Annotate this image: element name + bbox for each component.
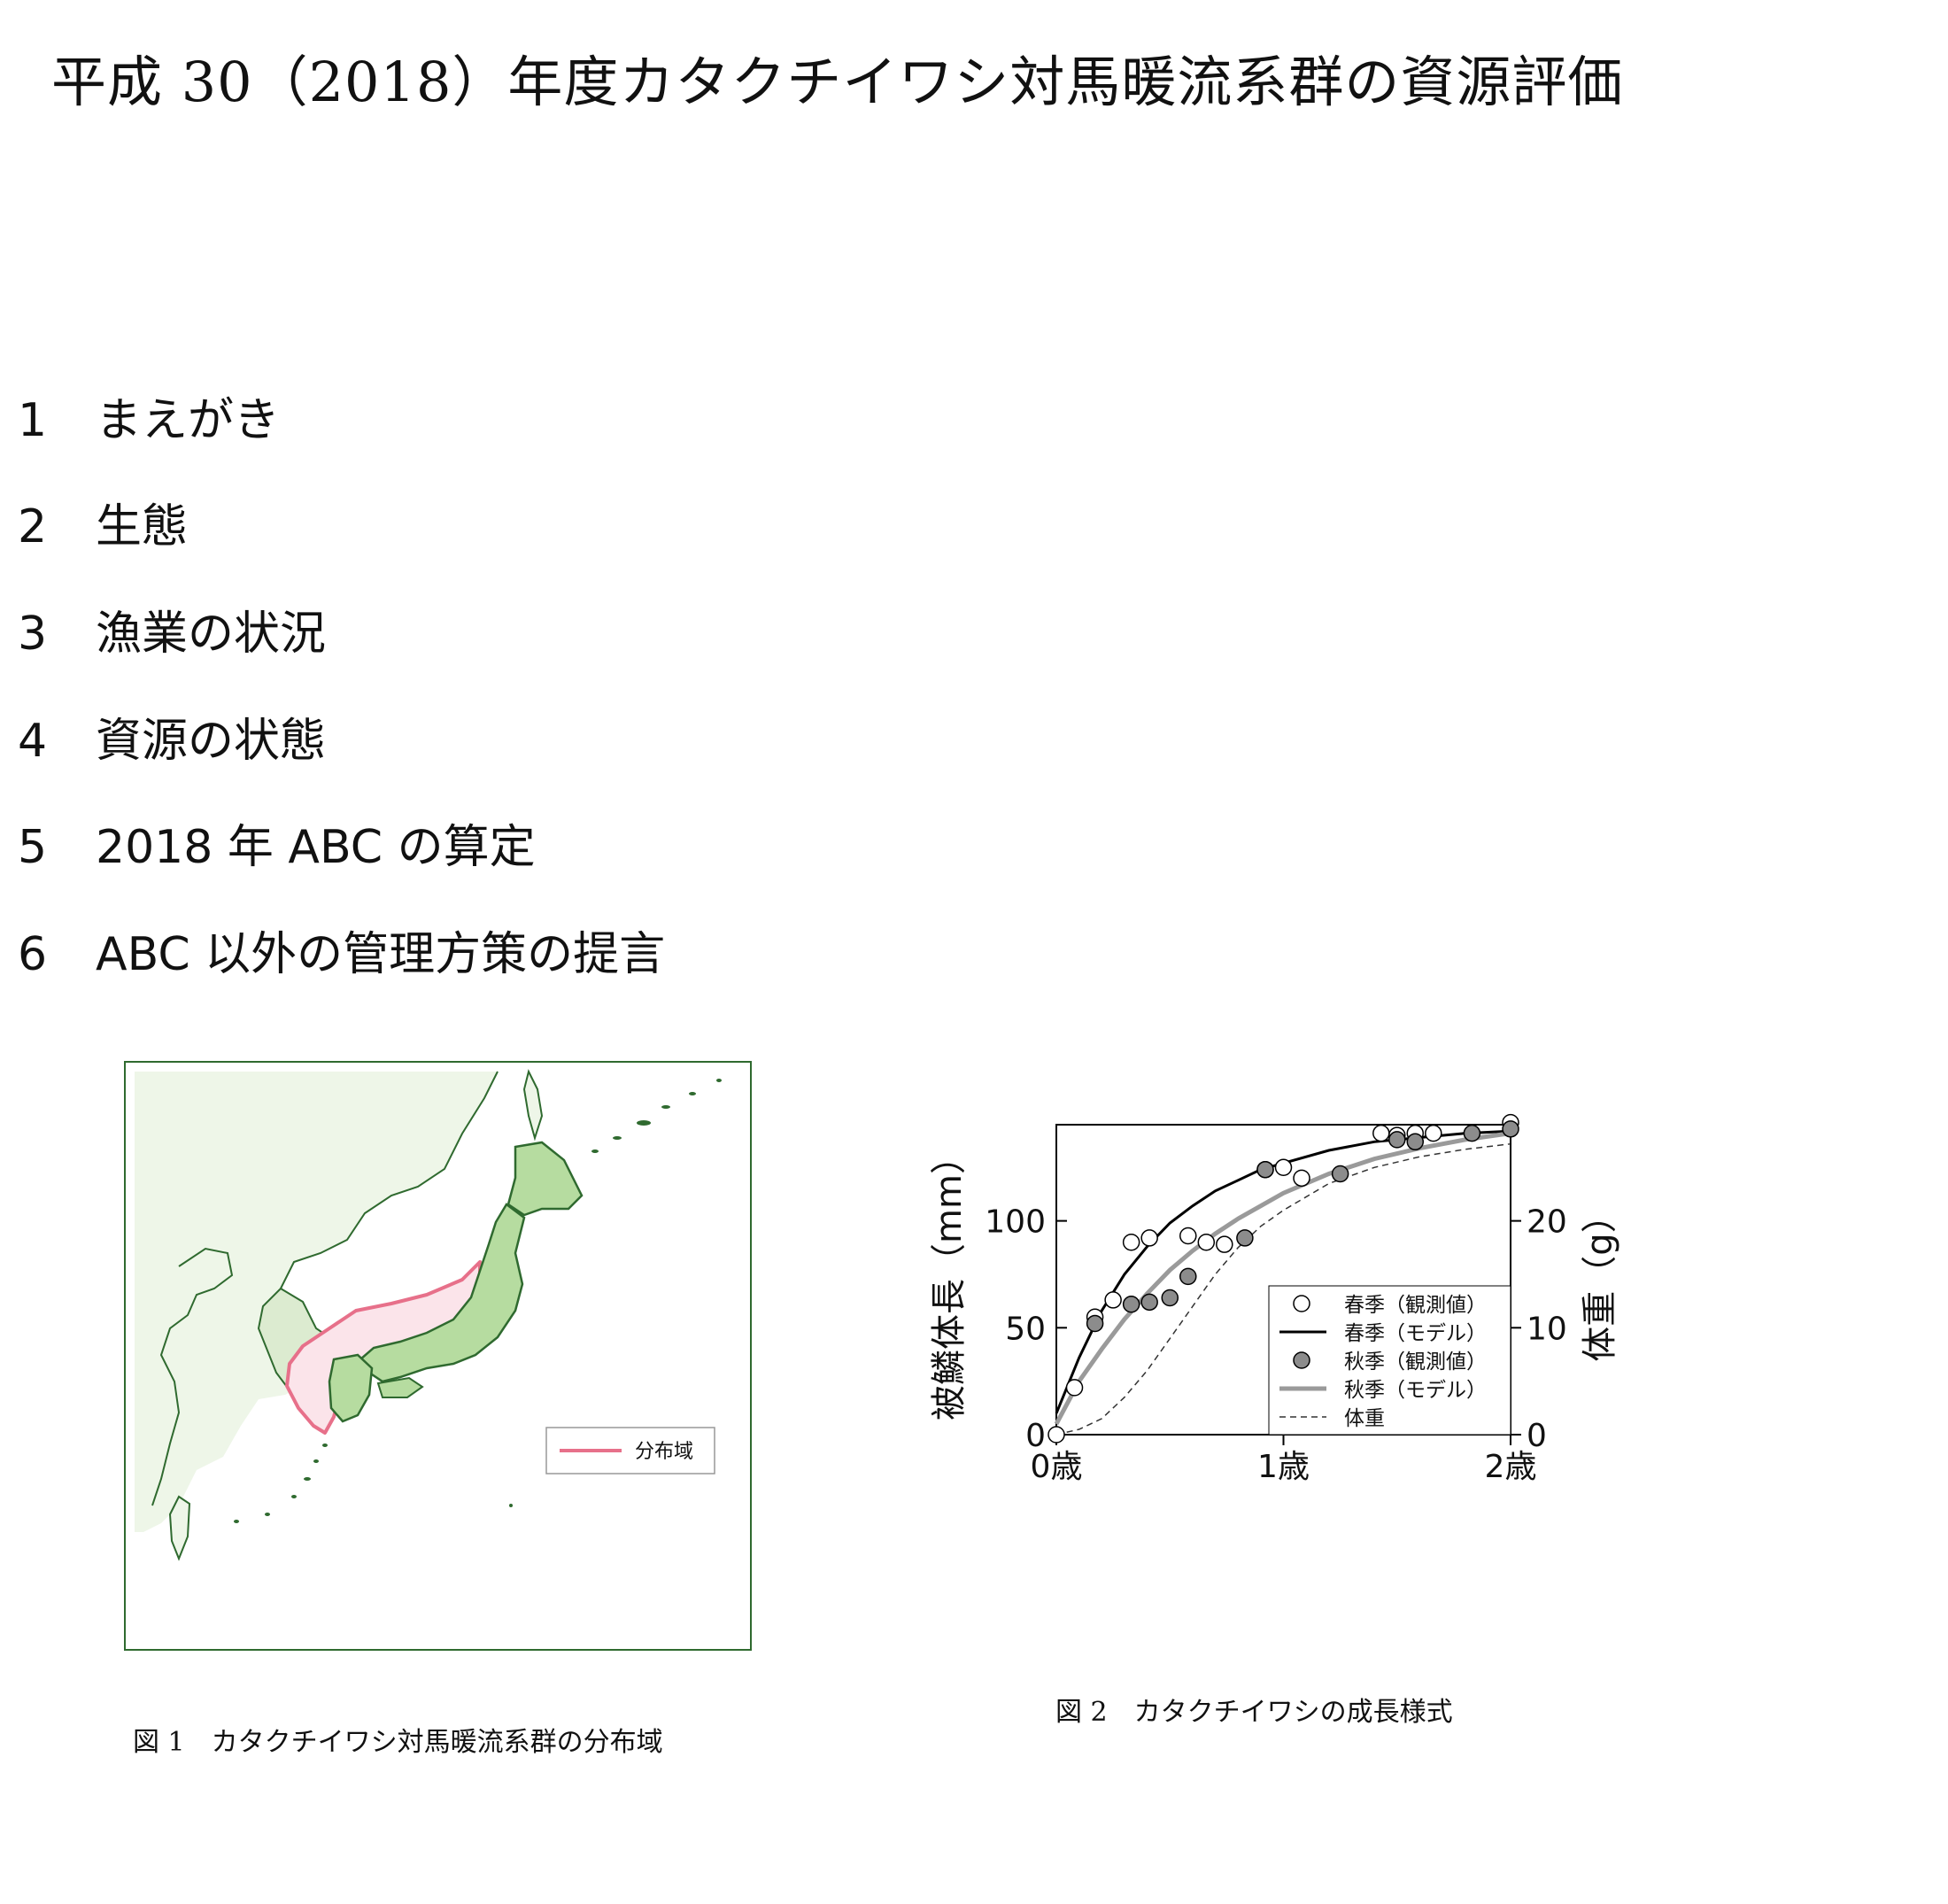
toc-label: 2018 年 ABC の算定	[96, 821, 536, 874]
data-point	[1293, 1169, 1310, 1188]
y-tick-label: 100	[985, 1204, 1046, 1241]
legend-label: 春季（観測値）	[1344, 1294, 1487, 1317]
sakhalin	[522, 1069, 544, 1142]
data-point	[1122, 1296, 1140, 1313]
toc-label: まえがき	[96, 394, 281, 447]
x-tick-label: 1歳	[1257, 1449, 1310, 1485]
toc-label: 生態	[96, 500, 189, 553]
data-point	[1179, 1227, 1197, 1245]
y-axis-label: 被鱗体長（mm）	[929, 1139, 970, 1420]
chart-legend: 春季（観測値） 春季（モデル） 秋季（観測値） 秋季（モデル） 体重	[1268, 1285, 1511, 1436]
legend-label: 秋季（観測値）	[1344, 1351, 1487, 1374]
y2-axis-label: 体重（g）	[1580, 1197, 1620, 1361]
data-point	[1502, 1120, 1519, 1138]
data-point	[1216, 1235, 1233, 1253]
toc-label: 漁業の状況	[96, 608, 327, 661]
kyushu	[328, 1353, 374, 1423]
y2-tick-label: 20	[1527, 1204, 1567, 1241]
shikoku	[376, 1376, 424, 1398]
x-tick-label: 0歳	[1031, 1449, 1083, 1485]
data-point	[1425, 1124, 1442, 1142]
toc-number: 3	[18, 608, 48, 661]
continent-coast	[280, 1071, 499, 1289]
legend-label: 体重	[1344, 1407, 1385, 1430]
legend-label: 春季（モデル）	[1344, 1322, 1487, 1345]
data-point	[1086, 1314, 1104, 1333]
honshu	[359, 1203, 526, 1383]
x-tick-label: 2歳	[1485, 1449, 1537, 1485]
ryukyu-islands	[234, 1443, 513, 1523]
data-point	[1236, 1229, 1254, 1247]
data-point	[1161, 1289, 1179, 1307]
toc-label: 資源の状態	[96, 715, 327, 768]
y2-axis-ticks: 0 10 20	[1511, 1204, 1567, 1454]
data-point	[1463, 1124, 1481, 1142]
taiwan	[168, 1495, 191, 1561]
toc-number: 4	[18, 715, 48, 768]
data-point	[1372, 1124, 1390, 1142]
figure2-caption: 図 2 カタクチイワシの成長様式	[1055, 1697, 1453, 1728]
data-point	[1140, 1293, 1158, 1312]
continent-landmass	[135, 1072, 498, 1532]
data-point	[1104, 1291, 1122, 1309]
series-line	[1055, 1142, 1511, 1436]
hokkaido	[506, 1141, 584, 1217]
y-tick-label: 0	[1025, 1418, 1046, 1454]
series-layer	[1047, 1113, 1519, 1443]
document-title: 平成 30（2018）年度カタクチイワシ対馬暖流系群の資源評価	[51, 50, 1624, 114]
map-legend-label: 分布域	[635, 1441, 693, 1463]
china-coast	[151, 1247, 234, 1506]
data-point	[1331, 1165, 1349, 1183]
x-axis-ticks: 0歳 1歳 2歳	[1031, 1435, 1537, 1485]
map-svg: 分布域	[135, 1069, 722, 1561]
figure1-caption: 図 1 カタクチイワシ対馬暖流系群の分布域	[133, 1727, 663, 1758]
toc-label: ABC 以外の管理方策の提言	[96, 928, 666, 981]
legend-marker	[1293, 1295, 1310, 1312]
data-point	[1065, 1379, 1084, 1397]
growth-chart: 0 50 100 0 10 20 0歳 1歳 2歳 被鱗体長（mm） 体重（g） 春季（観測…	[929, 1113, 1620, 1485]
data-point	[1197, 1234, 1216, 1251]
data-point	[1179, 1267, 1197, 1286]
data-point	[1047, 1426, 1065, 1443]
y-tick-label: 50	[1005, 1311, 1046, 1347]
toc-number: 5	[18, 821, 48, 874]
data-point	[1256, 1160, 1274, 1179]
data-point	[1140, 1229, 1158, 1247]
data-point	[1388, 1131, 1406, 1149]
data-point	[1274, 1158, 1293, 1177]
toc-number: 6	[18, 928, 48, 981]
legend-marker	[1293, 1351, 1310, 1369]
distribution-map: 分布域	[124, 1061, 752, 1651]
legend-label: 秋季（モデル）	[1344, 1379, 1487, 1402]
series-line	[1054, 1131, 1511, 1426]
y2-tick-label: 10	[1527, 1311, 1567, 1347]
kuril-islands	[591, 1079, 722, 1153]
toc-number: 1	[18, 394, 48, 447]
data-point	[1122, 1234, 1140, 1251]
data-point	[1406, 1133, 1425, 1151]
y2-tick-label: 0	[1527, 1418, 1547, 1454]
y-axis-ticks: 0 50 100	[985, 1204, 1067, 1454]
toc-number: 2	[18, 500, 48, 553]
